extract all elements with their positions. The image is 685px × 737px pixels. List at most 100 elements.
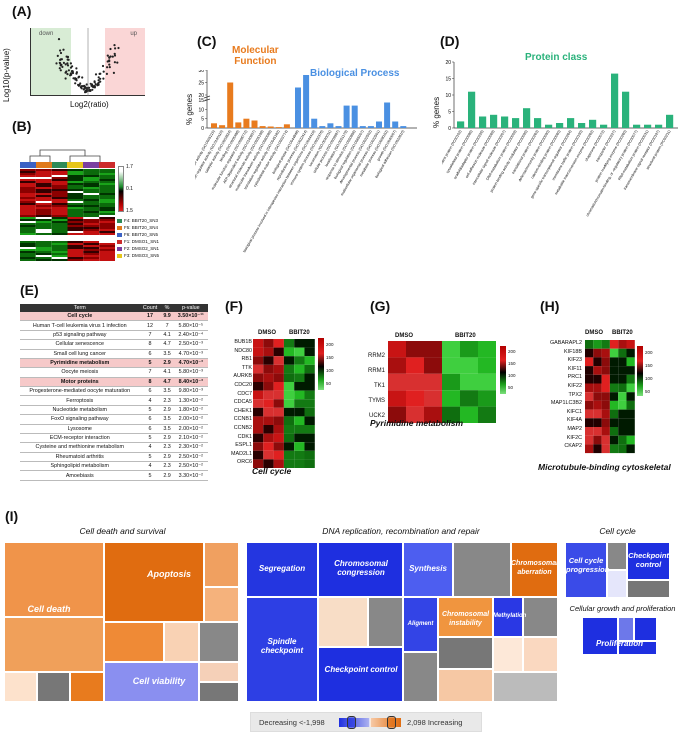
heatmap-b-cell <box>83 211 100 214</box>
volcano-point <box>106 66 109 69</box>
tm-dna-11[interactable] <box>438 597 493 637</box>
heatmap-b-cell <box>20 173 36 176</box>
heatmap-b-cell <box>51 187 68 190</box>
heatmap-cell <box>585 374 594 384</box>
volcano-point <box>75 67 78 70</box>
h-scale: 200 150 100 50 <box>645 346 653 398</box>
tm-methylation-label: Methylation <box>493 613 527 619</box>
heatmap-cell <box>283 416 295 425</box>
tm-cd-5[interactable] <box>70 672 104 702</box>
mf-bar <box>235 122 242 128</box>
tm-gr-4[interactable] <box>618 641 657 655</box>
legend-slider-left[interactable] <box>347 716 356 729</box>
heatmap-b-cell <box>67 199 84 202</box>
heatmap-b-cell <box>35 227 52 230</box>
heatmap-b-cell <box>83 253 100 256</box>
tm-gr-3[interactable] <box>634 617 657 641</box>
tm-dna-19[interactable] <box>493 672 558 702</box>
tm-gr-1[interactable] <box>582 617 618 655</box>
tm-cd-12[interactable] <box>104 662 199 702</box>
protein-class-bar <box>556 123 564 128</box>
legend-slider-right[interactable] <box>387 716 396 729</box>
heatmap-b-cell <box>99 257 115 260</box>
tm-spindle-label: Spindle checkpoint <box>260 637 304 655</box>
tm-cd-9[interactable] <box>104 622 164 662</box>
mf-title: Molecular Function <box>232 45 279 67</box>
tm-dna-12[interactable] <box>493 597 523 637</box>
d-tick-label: 20 <box>445 60 451 66</box>
tm-dna-4[interactable] <box>453 542 511 597</box>
heatmap-b-cell <box>67 223 84 226</box>
heatmap-b-cell <box>20 239 36 242</box>
heatmap-b-cell <box>99 233 115 236</box>
h-colorbar <box>637 346 643 396</box>
bp-bar <box>400 126 407 128</box>
volcano-point <box>116 61 119 64</box>
tm-cd-8[interactable] <box>204 587 239 622</box>
tm-dna-16[interactable] <box>438 669 493 702</box>
g-scale: 200 150 100 50 <box>508 346 516 394</box>
tm-gr-2[interactable] <box>618 617 634 641</box>
gene-label: GABARAPL2 <box>549 340 582 346</box>
tm-dna-15[interactable] <box>438 637 493 669</box>
tm-dna-9[interactable] <box>318 647 403 702</box>
heatmap-b-cell <box>83 209 100 212</box>
heatmap-cell <box>424 406 442 423</box>
tm-dna-14[interactable] <box>403 652 438 702</box>
tm-cc-1[interactable] <box>565 542 607 598</box>
heatmap-b-cell <box>35 169 52 172</box>
tm-proliferation-label: Proliferation <box>595 639 644 648</box>
heatmap-b-cell <box>20 241 36 244</box>
cell-count: 5 <box>139 470 161 481</box>
tm-cc-5[interactable] <box>627 580 670 598</box>
heatmap-b-cell <box>67 241 84 244</box>
heatmap-cell <box>304 382 315 391</box>
heatmap-b-cell <box>67 221 84 224</box>
tm-dna-10[interactable] <box>403 597 438 652</box>
tm-cd-1[interactable] <box>4 542 104 617</box>
heatmap-b-cell <box>83 199 100 202</box>
tm-cc-2[interactable] <box>607 542 627 570</box>
heatmap-b-cell <box>83 179 100 182</box>
heatmap-cell <box>253 356 264 365</box>
tm-dna-2[interactable] <box>318 542 403 597</box>
tm-cd-13[interactable] <box>199 662 239 682</box>
heatmap-b-cell <box>20 255 36 258</box>
tm-cc-4[interactable] <box>627 542 670 580</box>
cell-p: 1.80×10⁻² <box>173 405 208 416</box>
heatmap-b-cell <box>67 229 84 232</box>
tm-dna-3[interactable] <box>403 542 453 597</box>
tm-dna-7[interactable] <box>318 597 368 647</box>
heatmap-cell <box>253 442 264 451</box>
tm-dna-18[interactable] <box>523 637 558 672</box>
gene-label: ORC6 <box>237 459 252 466</box>
tm-cd-10[interactable] <box>164 622 199 662</box>
heatmap-cell <box>601 366 610 375</box>
cell-pct: 4.7 <box>160 339 174 350</box>
bp-bar <box>311 118 318 128</box>
tm-cd-2[interactable] <box>4 617 104 672</box>
tm-dna-17[interactable] <box>493 637 523 672</box>
tm-cc-3[interactable] <box>607 570 627 598</box>
volcano-ylabel: Log10(p-value) <box>2 48 11 102</box>
tm-cd-14[interactable] <box>199 682 239 702</box>
colorbar-label: 200 <box>645 350 653 355</box>
heatmap-cell <box>601 392 610 401</box>
tm-cd-6[interactable] <box>104 542 204 622</box>
heatmap-cell <box>273 459 284 468</box>
table-row: Motor proteins 8 4.7 8.40×10⁻³ <box>20 377 208 388</box>
cell-pct: 3.5 <box>160 386 174 397</box>
cell-term: Lysosome <box>20 424 140 434</box>
tm-cd-11[interactable] <box>199 622 239 662</box>
tm-dna-6[interactable] <box>246 597 318 702</box>
tm-dna-8[interactable] <box>368 597 403 647</box>
tm-cd-3[interactable] <box>4 672 37 702</box>
tm-dna-13[interactable] <box>523 597 558 637</box>
tm-cd-7[interactable] <box>204 542 239 587</box>
volcano-point <box>117 46 120 50</box>
tm-dna-1[interactable] <box>246 542 318 597</box>
tm-cd-4[interactable] <box>37 672 70 702</box>
cell-pct: 3.5 <box>160 424 174 434</box>
tm-dna-5[interactable] <box>511 542 558 597</box>
heatmap-cell <box>304 399 315 408</box>
